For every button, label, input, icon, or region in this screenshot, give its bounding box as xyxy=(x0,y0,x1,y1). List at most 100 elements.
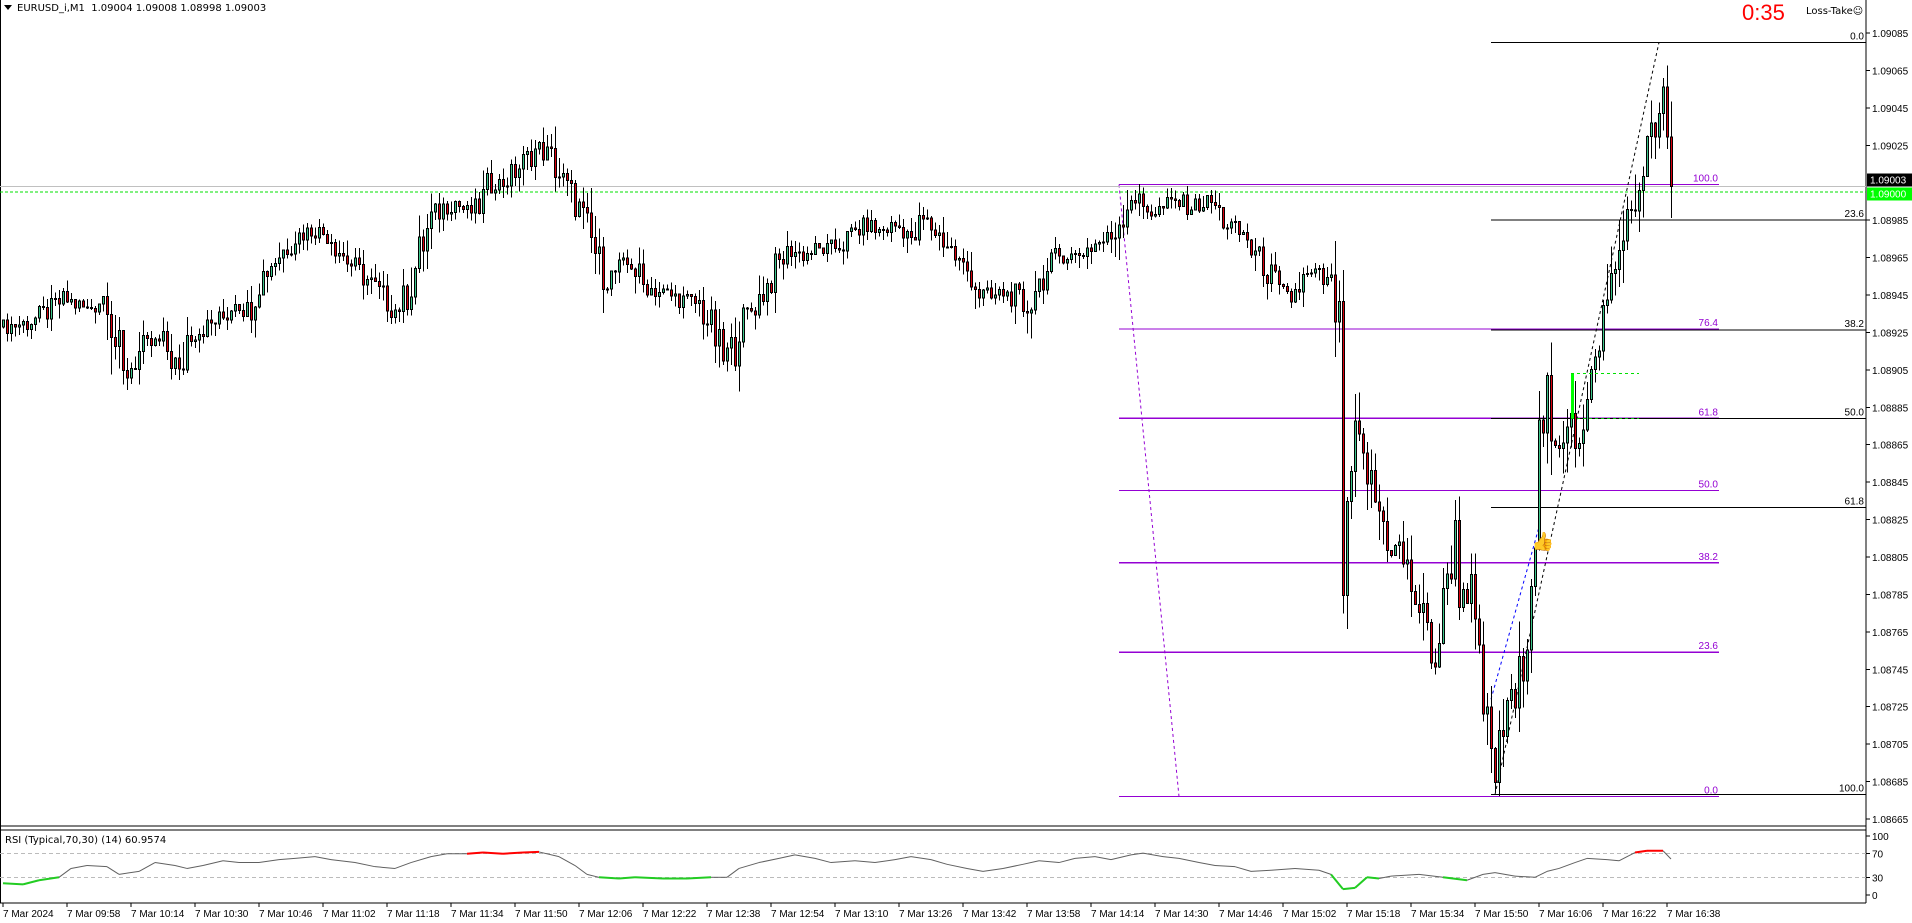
bear-candle xyxy=(1574,413,1577,450)
bull-candle xyxy=(1622,240,1625,251)
rsi-line-segment xyxy=(618,876,636,880)
bull-candle xyxy=(806,252,809,262)
bear-candle xyxy=(1002,289,1005,297)
bull-candle xyxy=(306,227,309,241)
bear-candle xyxy=(210,319,213,324)
bear-candle xyxy=(1210,195,1213,203)
bear-candle xyxy=(362,264,365,286)
rsi-line-segment xyxy=(1586,857,1608,861)
bear-candle xyxy=(1058,248,1061,257)
bull-candle xyxy=(926,217,929,220)
price-tick-label: 1.08925 xyxy=(1872,328,1909,339)
rsi-tick-label: 70 xyxy=(1872,850,1884,861)
bear-candle xyxy=(1250,239,1253,256)
time-tick-label: 7 Mar 15:34 xyxy=(1411,909,1465,920)
bear-candle xyxy=(202,334,205,338)
bull-candle xyxy=(638,263,641,278)
rsi-line-segment xyxy=(738,862,760,869)
price-tick-label: 1.08885 xyxy=(1872,403,1909,414)
bear-candle xyxy=(146,334,149,340)
bear-candle xyxy=(1366,452,1369,485)
bull-candle xyxy=(598,246,601,254)
time-tick-label: 7 Mar 16:38 xyxy=(1667,909,1721,920)
price-tick-label: 1.08965 xyxy=(1872,254,1909,265)
bear-candle xyxy=(322,226,325,236)
rsi-line-segment xyxy=(330,859,356,864)
time-tick-label: 7 Mar 15:18 xyxy=(1347,909,1401,920)
price-tick-label: 1.08865 xyxy=(1872,441,1909,452)
bear-candle xyxy=(106,296,109,316)
bull-candle xyxy=(1038,278,1041,292)
bull-candle xyxy=(414,267,417,298)
bear-candle xyxy=(238,304,241,312)
rsi-line-segment xyxy=(634,876,664,880)
loss-take-widget[interactable]: Loss-Take☺ xyxy=(1806,6,1863,17)
bear-candle xyxy=(902,227,905,239)
bear-candle xyxy=(6,319,9,335)
bear-candle xyxy=(1262,246,1265,277)
bear-candle xyxy=(690,293,693,298)
bear-candle xyxy=(438,203,441,220)
bull-candle xyxy=(294,243,297,255)
bear-candle xyxy=(1490,706,1493,750)
bear-candle xyxy=(1558,444,1561,450)
bear-candle xyxy=(406,285,409,311)
rsi-line-segment xyxy=(1418,873,1444,878)
bear-candle xyxy=(1554,440,1557,446)
bull-candle xyxy=(998,289,1001,296)
bull-candle xyxy=(1462,588,1465,608)
bull-candle xyxy=(394,309,397,318)
rsi-line-segment xyxy=(138,862,156,872)
bull-candle xyxy=(1614,269,1617,274)
bear-candle xyxy=(1218,205,1221,208)
bull-candle xyxy=(1582,429,1585,444)
bull-candle xyxy=(118,330,121,348)
bear-candle xyxy=(1062,255,1065,264)
bull-candle xyxy=(38,306,41,319)
fib-black-label: 38.2 xyxy=(1845,319,1865,330)
bear-candle xyxy=(490,172,493,194)
bull-candle xyxy=(198,334,201,341)
bear-candle xyxy=(990,287,993,299)
bull-candle xyxy=(142,334,145,352)
bull-candle xyxy=(430,211,433,230)
bull-candle xyxy=(1506,699,1509,737)
bear-candle xyxy=(1450,573,1453,580)
bull-candle xyxy=(510,163,513,187)
bull-candle xyxy=(174,357,177,369)
loss-take-label: Loss-Take xyxy=(1806,6,1853,17)
bear-candle xyxy=(542,141,545,161)
bull-candle xyxy=(1310,272,1313,275)
time-tick-label: 7 Mar 13:26 xyxy=(899,909,953,920)
rsi-line-segment xyxy=(558,856,576,866)
bear-candle xyxy=(778,253,781,260)
rsi-line-segment xyxy=(814,857,832,864)
bull-candle xyxy=(258,294,261,308)
bull-candle xyxy=(474,198,477,214)
bull-candle xyxy=(606,288,609,291)
bull-candle xyxy=(2,319,5,328)
rsi-line-segment xyxy=(1546,867,1560,872)
time-tick-label: 7 Mar 12:22 xyxy=(643,909,697,920)
dropdown-triangle-icon[interactable] xyxy=(4,5,12,10)
bear-candle xyxy=(974,286,977,291)
bull-candle xyxy=(766,283,769,303)
bull-candle xyxy=(1202,206,1205,212)
bear-candle xyxy=(874,219,877,233)
bear-candle xyxy=(42,306,45,309)
rsi-line-segment xyxy=(1142,852,1164,858)
bear-candle xyxy=(1298,288,1301,293)
bull-candle xyxy=(1158,206,1161,216)
bear-candle xyxy=(1630,209,1633,212)
price-tick-label: 1.09085 xyxy=(1872,29,1909,40)
rsi-line-segment xyxy=(598,876,620,880)
bull-candle xyxy=(758,293,761,316)
bear-candle xyxy=(1358,420,1361,435)
time-tick-label: 7 Mar 14:46 xyxy=(1219,909,1273,920)
bear-candle xyxy=(1386,521,1389,551)
bear-candle xyxy=(898,225,901,229)
bull-candle xyxy=(1166,197,1169,209)
time-tick-label: 7 Mar 16:22 xyxy=(1603,909,1657,920)
bull-candle xyxy=(50,298,53,320)
